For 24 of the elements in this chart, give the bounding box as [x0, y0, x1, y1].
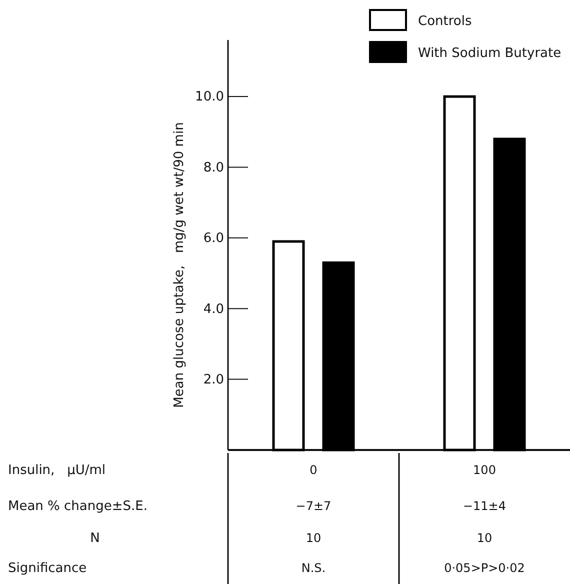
text: N.S. [301, 561, 326, 575]
y-tick-label: 2.0 [203, 372, 224, 388]
x-tick-label: 100 [473, 463, 496, 477]
bar [493, 138, 526, 452]
text: 10 [306, 531, 322, 545]
text: 0·05>P>0·02 [444, 561, 525, 575]
y-tick-label: 6.0 [203, 231, 224, 246]
bar [272, 240, 305, 452]
text: −11±4 [462, 499, 506, 513]
text: −7±7 [296, 499, 332, 513]
legend-label: Controls [418, 14, 472, 29]
text: 10 [476, 531, 492, 545]
text: Significance [8, 561, 87, 576]
y-tick-label: 10.0 [195, 90, 224, 105]
bar [322, 261, 355, 452]
legend-label: With Sodium Butyrate [418, 46, 562, 61]
text: N [90, 531, 100, 546]
y-tick-label: 8.0 [203, 160, 224, 176]
x-tick-label: 0 [310, 463, 318, 477]
y-axis-title: Mean glucose uptake, mg/g wet wt/90 min [172, 122, 187, 408]
bar [443, 95, 476, 452]
y-tick-label: 4.0 [203, 302, 224, 317]
text: Mean % change±S.E. [8, 499, 148, 514]
text: Insulin, μU/ml [8, 463, 106, 478]
